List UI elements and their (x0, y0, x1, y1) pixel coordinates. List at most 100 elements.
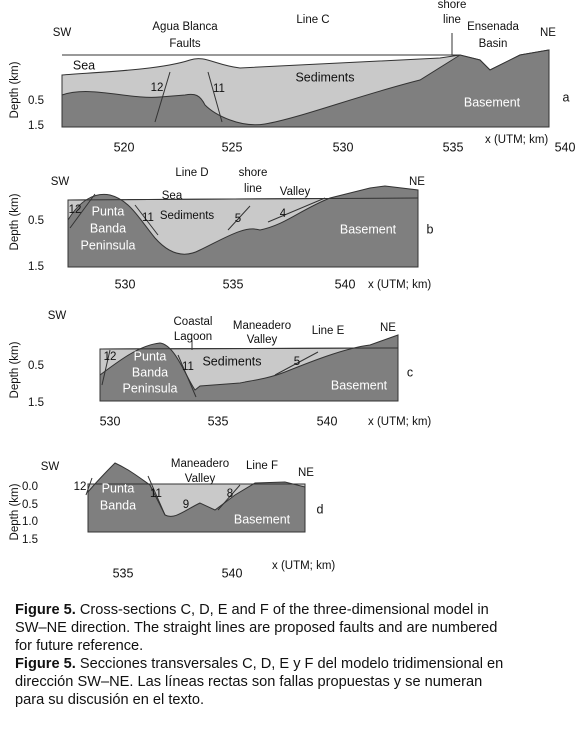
x-tick-label: 540 (222, 566, 243, 580)
panel-label: NE (380, 322, 396, 334)
panel-a-shapes (61, 33, 550, 128)
panel-d-shapes (85, 462, 306, 533)
panel-label: Banda (100, 498, 136, 512)
x-tick-label: 535 (208, 414, 229, 428)
panel-label: 5 (235, 213, 241, 225)
caption-line: Figure 5. Cross-sections C, D, E and F o… (15, 601, 575, 619)
panel-label: Line E (312, 325, 345, 337)
panel-label: 9 (183, 499, 189, 511)
x-tick-label: 530 (100, 414, 121, 428)
x-tick-label: 525 (222, 140, 243, 154)
panel-label: Punta (134, 349, 167, 363)
caption-text: Cross-sections C, D, E and F of the thre… (75, 602, 489, 618)
caption-line: Figure 5. Secciones transversales C, D, … (15, 655, 575, 673)
panel-label: shore (438, 0, 467, 11)
panel-label: Agua Blanca (152, 21, 218, 33)
panel-label: Punta (102, 481, 135, 495)
panel-label: 12 (151, 82, 164, 94)
panel-label: Sea (162, 190, 183, 202)
y-tick-label: 1.0 (22, 516, 38, 528)
panel-label: 12 (104, 351, 117, 363)
panel-c-shapes (99, 334, 399, 402)
panel-label: Sediments (160, 210, 215, 222)
y-tick-label: 0.5 (22, 499, 38, 511)
y-tick-label: 1.5 (28, 397, 44, 409)
panel-label: SW (48, 310, 67, 322)
y-tick-label: 0.5 (28, 215, 44, 227)
panel-label: Basin (479, 38, 508, 50)
panel-label: Ensenada (467, 21, 519, 33)
caption-text: Secciones transversales C, D, E y F del … (75, 656, 504, 672)
panel-label: 8 (227, 488, 233, 500)
panel-label: Lagoon (174, 331, 212, 343)
x-axis-title: x (UTM; km) (368, 279, 431, 291)
y-tick-label: 1.5 (22, 534, 38, 546)
panel-label: Line F (246, 460, 278, 472)
panel-label: b (427, 222, 434, 236)
caption-label: Figure 5. (15, 602, 76, 618)
panel-label: Banda (90, 221, 126, 235)
x-tick-label: 535 (113, 566, 134, 580)
panel-label: 11 (150, 488, 162, 500)
panel-label: SW (51, 176, 70, 188)
panel-label: Basement (340, 222, 397, 236)
figure: SW Agua Blanca Faults Line C shore line Ensena… (9, 0, 576, 580)
panel-label: Sea (73, 58, 95, 72)
y-tick-label: 1.5 (28, 261, 44, 273)
panel-label: SW (53, 27, 72, 39)
panel-label: line (244, 183, 262, 195)
y-axis-title: Depth (km) (9, 61, 21, 118)
panel-label: Line C (296, 14, 329, 26)
caption-text: para su discusión en el texto. (15, 692, 205, 708)
x-axis-title: x (UTM; km) (368, 416, 431, 428)
y-axis-title: Depth (km) (9, 193, 21, 250)
panel-label: 11 (213, 83, 225, 95)
panel-label: Peninsula (81, 238, 136, 252)
panel-label: Valley (247, 334, 278, 346)
panel-label: Basement (234, 512, 291, 526)
panel-label: NE (540, 27, 556, 39)
x-tick-label: 530 (333, 140, 354, 154)
x-tick-label: 540 (317, 414, 338, 428)
panel-label: 11 (142, 212, 154, 224)
panel-label: Line D (175, 167, 208, 179)
panel-label: Coastal (174, 316, 213, 328)
y-tick-label: 0.5 (28, 95, 44, 107)
panel-label: NE (298, 467, 314, 479)
panel-label: 11 (182, 361, 194, 373)
x-tick-label: 520 (114, 140, 135, 154)
y-tick-label: 0.5 (28, 360, 44, 372)
panel-label: line (443, 14, 461, 26)
panel-label: Valley (185, 473, 216, 485)
x-axis-title: x (UTM; km) (272, 560, 335, 572)
panel-label: 12 (69, 204, 82, 216)
panel-label: Banda (132, 365, 168, 379)
panel-label: 5 (294, 356, 300, 368)
x-tick-label: 535 (443, 140, 464, 154)
y-axis-title: Depth (km) (9, 483, 21, 540)
caption: Figure 5. Cross-sections C, D, E and F o… (15, 601, 575, 709)
y-tick-label: 0.0 (22, 481, 38, 493)
caption-text: for future reference. (15, 638, 144, 654)
panel-label: Valley (280, 186, 311, 198)
panel-label: Basement (331, 378, 388, 392)
panel-label: Maneadero (233, 320, 291, 332)
panel-label: Basement (464, 95, 521, 109)
y-axis-title: Depth (km) (9, 341, 21, 398)
caption-label: Figure 5. (15, 656, 76, 672)
panel-label: NE (409, 176, 425, 188)
x-tick-label: 540 (555, 140, 576, 154)
panel-b-shapes (67, 185, 419, 268)
x-tick-label: 540 (335, 277, 356, 291)
panel-label: Maneadero (171, 458, 229, 470)
panel-label: SW (41, 461, 60, 473)
panel-label: Punta (92, 204, 125, 218)
panel-label: 4 (280, 208, 287, 220)
panel-label: 12 (74, 481, 87, 493)
panel-label: d (317, 502, 324, 516)
x-tick-label: 530 (115, 277, 136, 291)
panel-label: Peninsula (123, 381, 178, 395)
panel-label: Sediments (202, 354, 261, 368)
caption-text: dirección SW–NE. Las líneas rectas son f… (15, 674, 483, 690)
